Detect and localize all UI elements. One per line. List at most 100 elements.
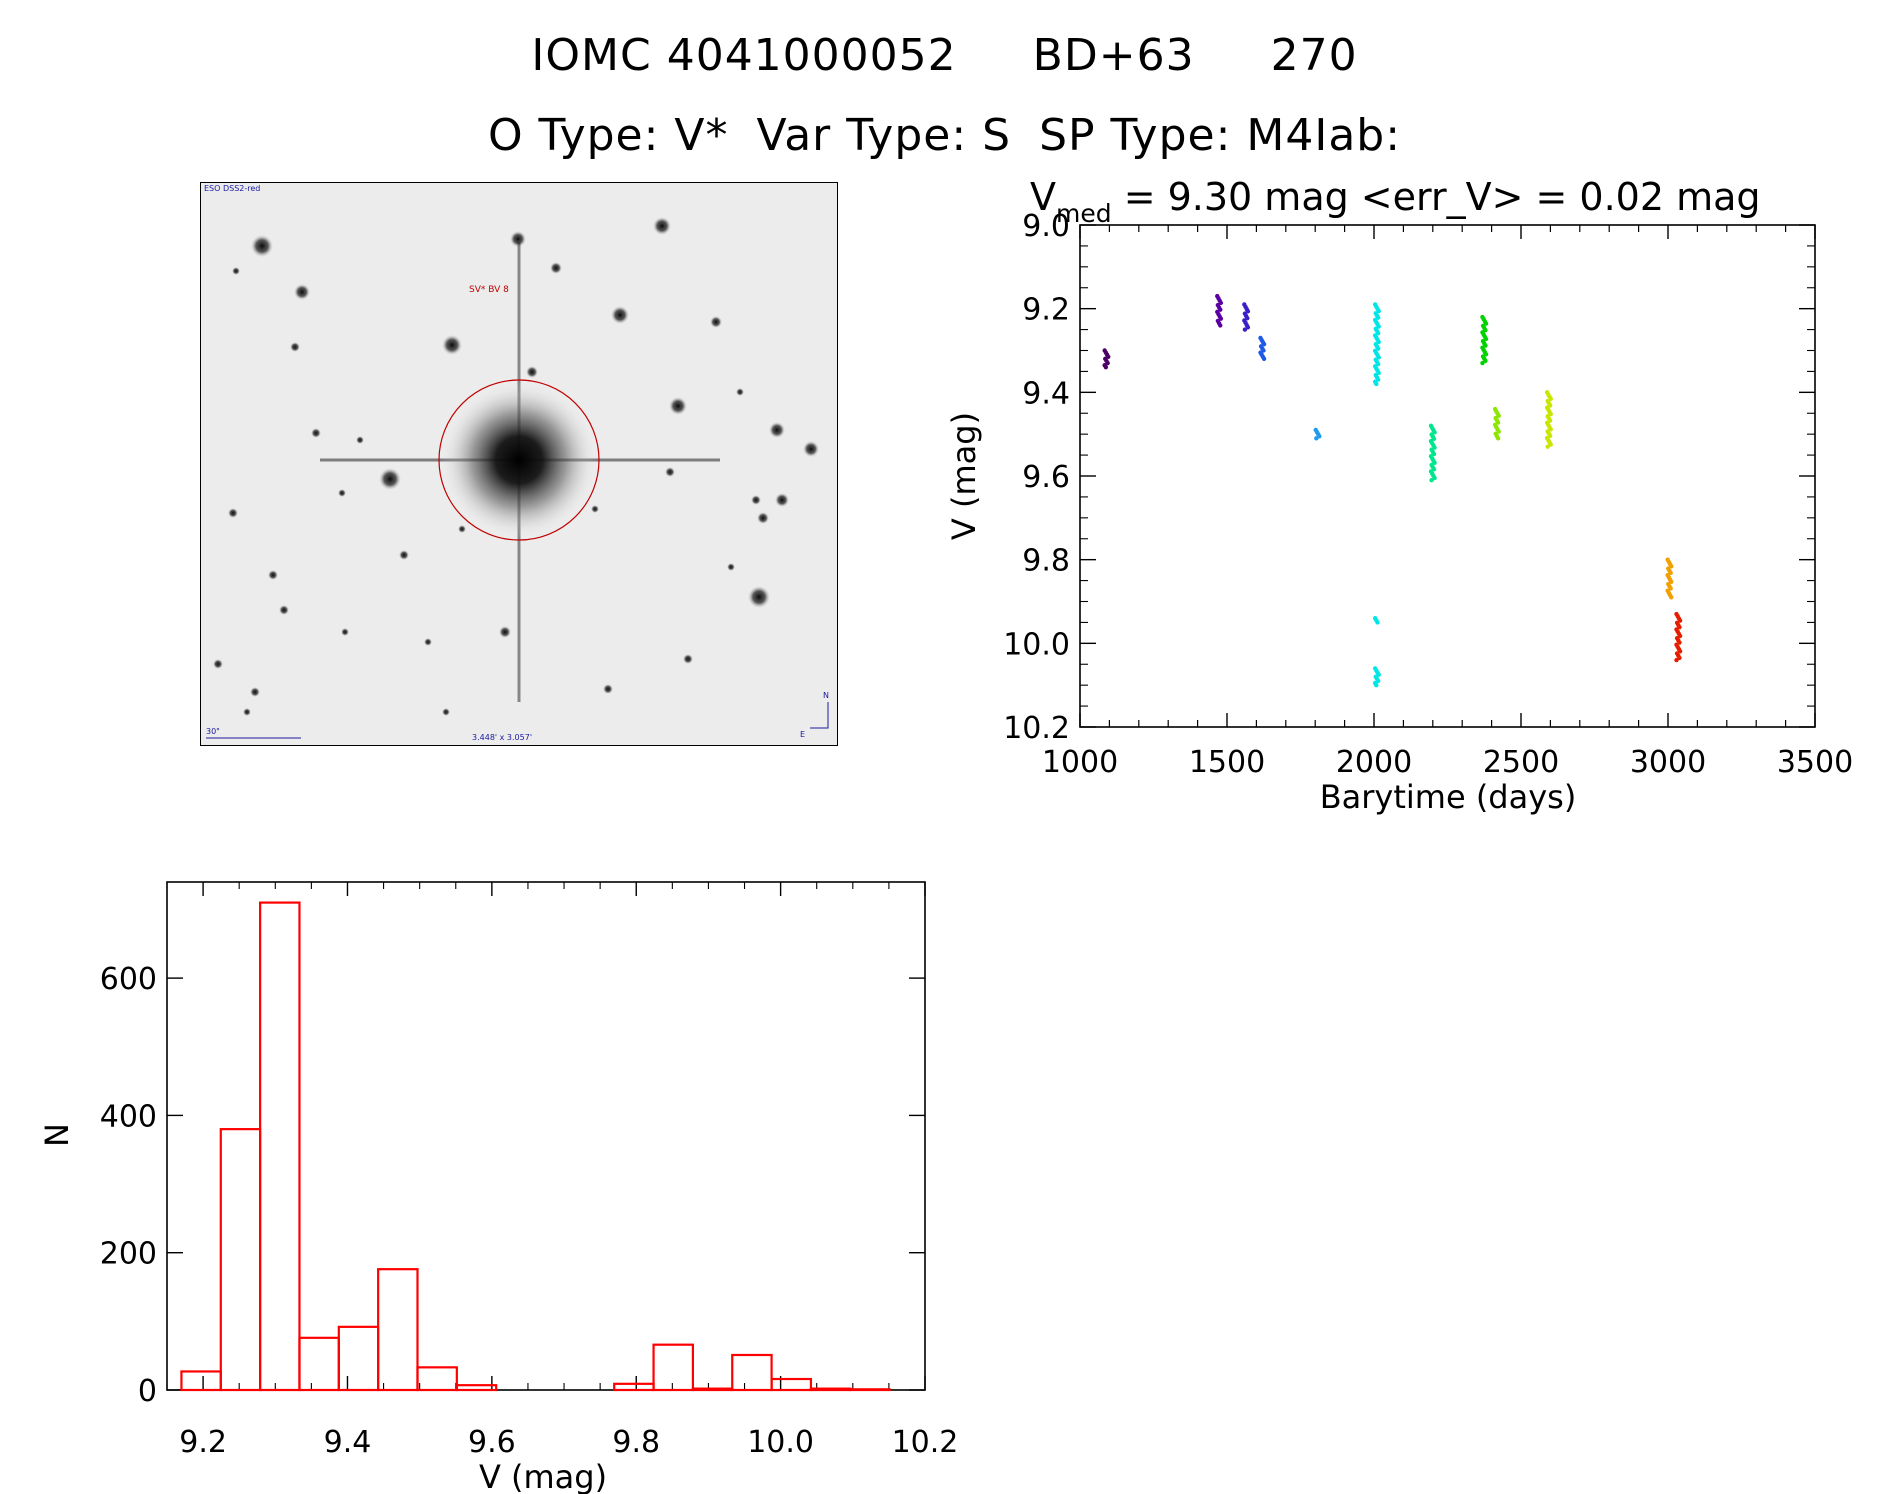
light-curve-point [1245, 309, 1251, 314]
field-star [279, 605, 289, 615]
histogram-bar [770, 1377, 813, 1392]
title-bd-number: 270 [1270, 30, 1358, 81]
light-curve-point [1668, 570, 1673, 576]
field-star [748, 586, 770, 608]
field-star [228, 508, 238, 518]
field-star [526, 366, 538, 378]
light-curve-x-label: Barytime (days) [1320, 778, 1577, 816]
x-tick-label: 9.2 [179, 1425, 227, 1460]
histogram-bar [298, 1336, 340, 1392]
y-tick-label: 9.2 [1022, 293, 1070, 328]
finder-field-stars [213, 217, 819, 716]
field-star [499, 626, 511, 638]
field-star [442, 335, 462, 355]
title-variable-type: Var Type: S [756, 110, 1012, 161]
light-curve-point [1218, 323, 1223, 328]
light-curve-title-rest: = 9.30 mag <err_V> = 0.02 mag [1112, 175, 1761, 219]
finder-scale-label: 30" [206, 727, 220, 736]
y-tick-label: 10.0 [1003, 627, 1070, 662]
field-star [611, 306, 629, 324]
light-curve-title: Vmed = 9.30 mag <err_V> = 0.02 mag [1030, 175, 1761, 228]
field-star [769, 422, 785, 438]
light-curve-y-label: V (mag) [945, 412, 983, 540]
field-star [653, 217, 671, 235]
field-star [510, 231, 526, 247]
histogram-bar [731, 1353, 773, 1392]
light-curve-point [1495, 436, 1501, 441]
light-curve-point [1218, 307, 1223, 312]
histogram-axes-frame [166, 881, 926, 1391]
histogram-bars [180, 901, 891, 1392]
light-curve-point [1545, 444, 1550, 449]
light-curve-points [1102, 293, 1683, 688]
histogram-bar [377, 1268, 419, 1392]
finder-fov-label: 3.448' x 3.057' [472, 733, 532, 742]
field-star [710, 316, 722, 328]
x-tick-label: 3500 [1777, 745, 1853, 780]
light-curve-point [1429, 477, 1434, 483]
light-curve-point [1103, 365, 1109, 370]
finder-frame [200, 182, 838, 746]
compass-arrows [810, 702, 829, 729]
field-star [424, 638, 432, 646]
finder-survey-label: ESO DSS2-red [204, 184, 260, 193]
title-iomc-id: IOMC 4041000052 [531, 30, 957, 81]
light-curve-point [1669, 595, 1674, 600]
x-tick-label: 10.0 [747, 1425, 814, 1460]
histogram-bar [613, 1382, 655, 1392]
light-curve-point [1669, 564, 1674, 569]
field-star [736, 388, 744, 396]
field-star [803, 441, 819, 457]
target-star-glow [441, 382, 597, 538]
histogram-bar [416, 1366, 458, 1392]
light-curve-point [1218, 300, 1224, 306]
field-star [775, 493, 789, 507]
light-curve-point [1674, 657, 1679, 663]
compass-north-label: N [823, 691, 829, 700]
x-tick-label: 1000 [1042, 745, 1118, 780]
histogram-bar [849, 1388, 891, 1392]
field-star [213, 659, 223, 669]
y-tick-label: 9.6 [1022, 460, 1070, 495]
y-tick-label: 9.4 [1022, 376, 1070, 411]
field-star [751, 495, 761, 505]
x-tick-label: 3000 [1630, 745, 1706, 780]
field-star [550, 262, 562, 274]
x-tick-label: 2500 [1483, 745, 1559, 780]
title-spectral-type: SP Type: M4Iab: [1039, 110, 1402, 161]
light-curve-point [1374, 381, 1379, 387]
y-tick-label: 9.8 [1022, 544, 1070, 579]
light-curve-point [1242, 327, 1248, 332]
title-object-type: O Type: V* [487, 110, 729, 161]
compass-east-label: E [800, 730, 805, 739]
title-bd-id: BD+63 [1032, 30, 1195, 81]
y-tick-label: 9.0 [1022, 209, 1070, 244]
field-star [250, 687, 260, 697]
histogram-y-label: N [38, 1123, 76, 1147]
y-tick-label: 600 [100, 962, 157, 997]
x-tick-label: 9.4 [324, 1425, 372, 1460]
y-tick-label: 200 [100, 1237, 157, 1272]
chart-title-line-1: IOMC 4041000052 BD+63 270 [0, 30, 1889, 81]
light-curve-point [1218, 316, 1224, 321]
light-curve-point [1495, 420, 1501, 425]
histogram-bar [180, 1370, 222, 1392]
histogram-bar [337, 1325, 380, 1392]
field-star [341, 628, 349, 636]
field-star [268, 570, 278, 580]
field-star [603, 684, 613, 694]
light-curve-point [1245, 325, 1251, 330]
field-star [379, 468, 401, 490]
field-star [356, 436, 364, 444]
field-star [290, 342, 300, 352]
histogram-bar [455, 1384, 498, 1392]
light-curve-point [1314, 436, 1319, 441]
histogram-bar [652, 1343, 695, 1392]
field-star [294, 284, 310, 300]
histogram-ticks: 9.2 9.4 9.6 9.8 10.0 10.2 0 200 400 600 [100, 882, 958, 1460]
field-star [727, 563, 735, 571]
light-curve-point [1374, 682, 1379, 688]
field-star [442, 708, 450, 716]
